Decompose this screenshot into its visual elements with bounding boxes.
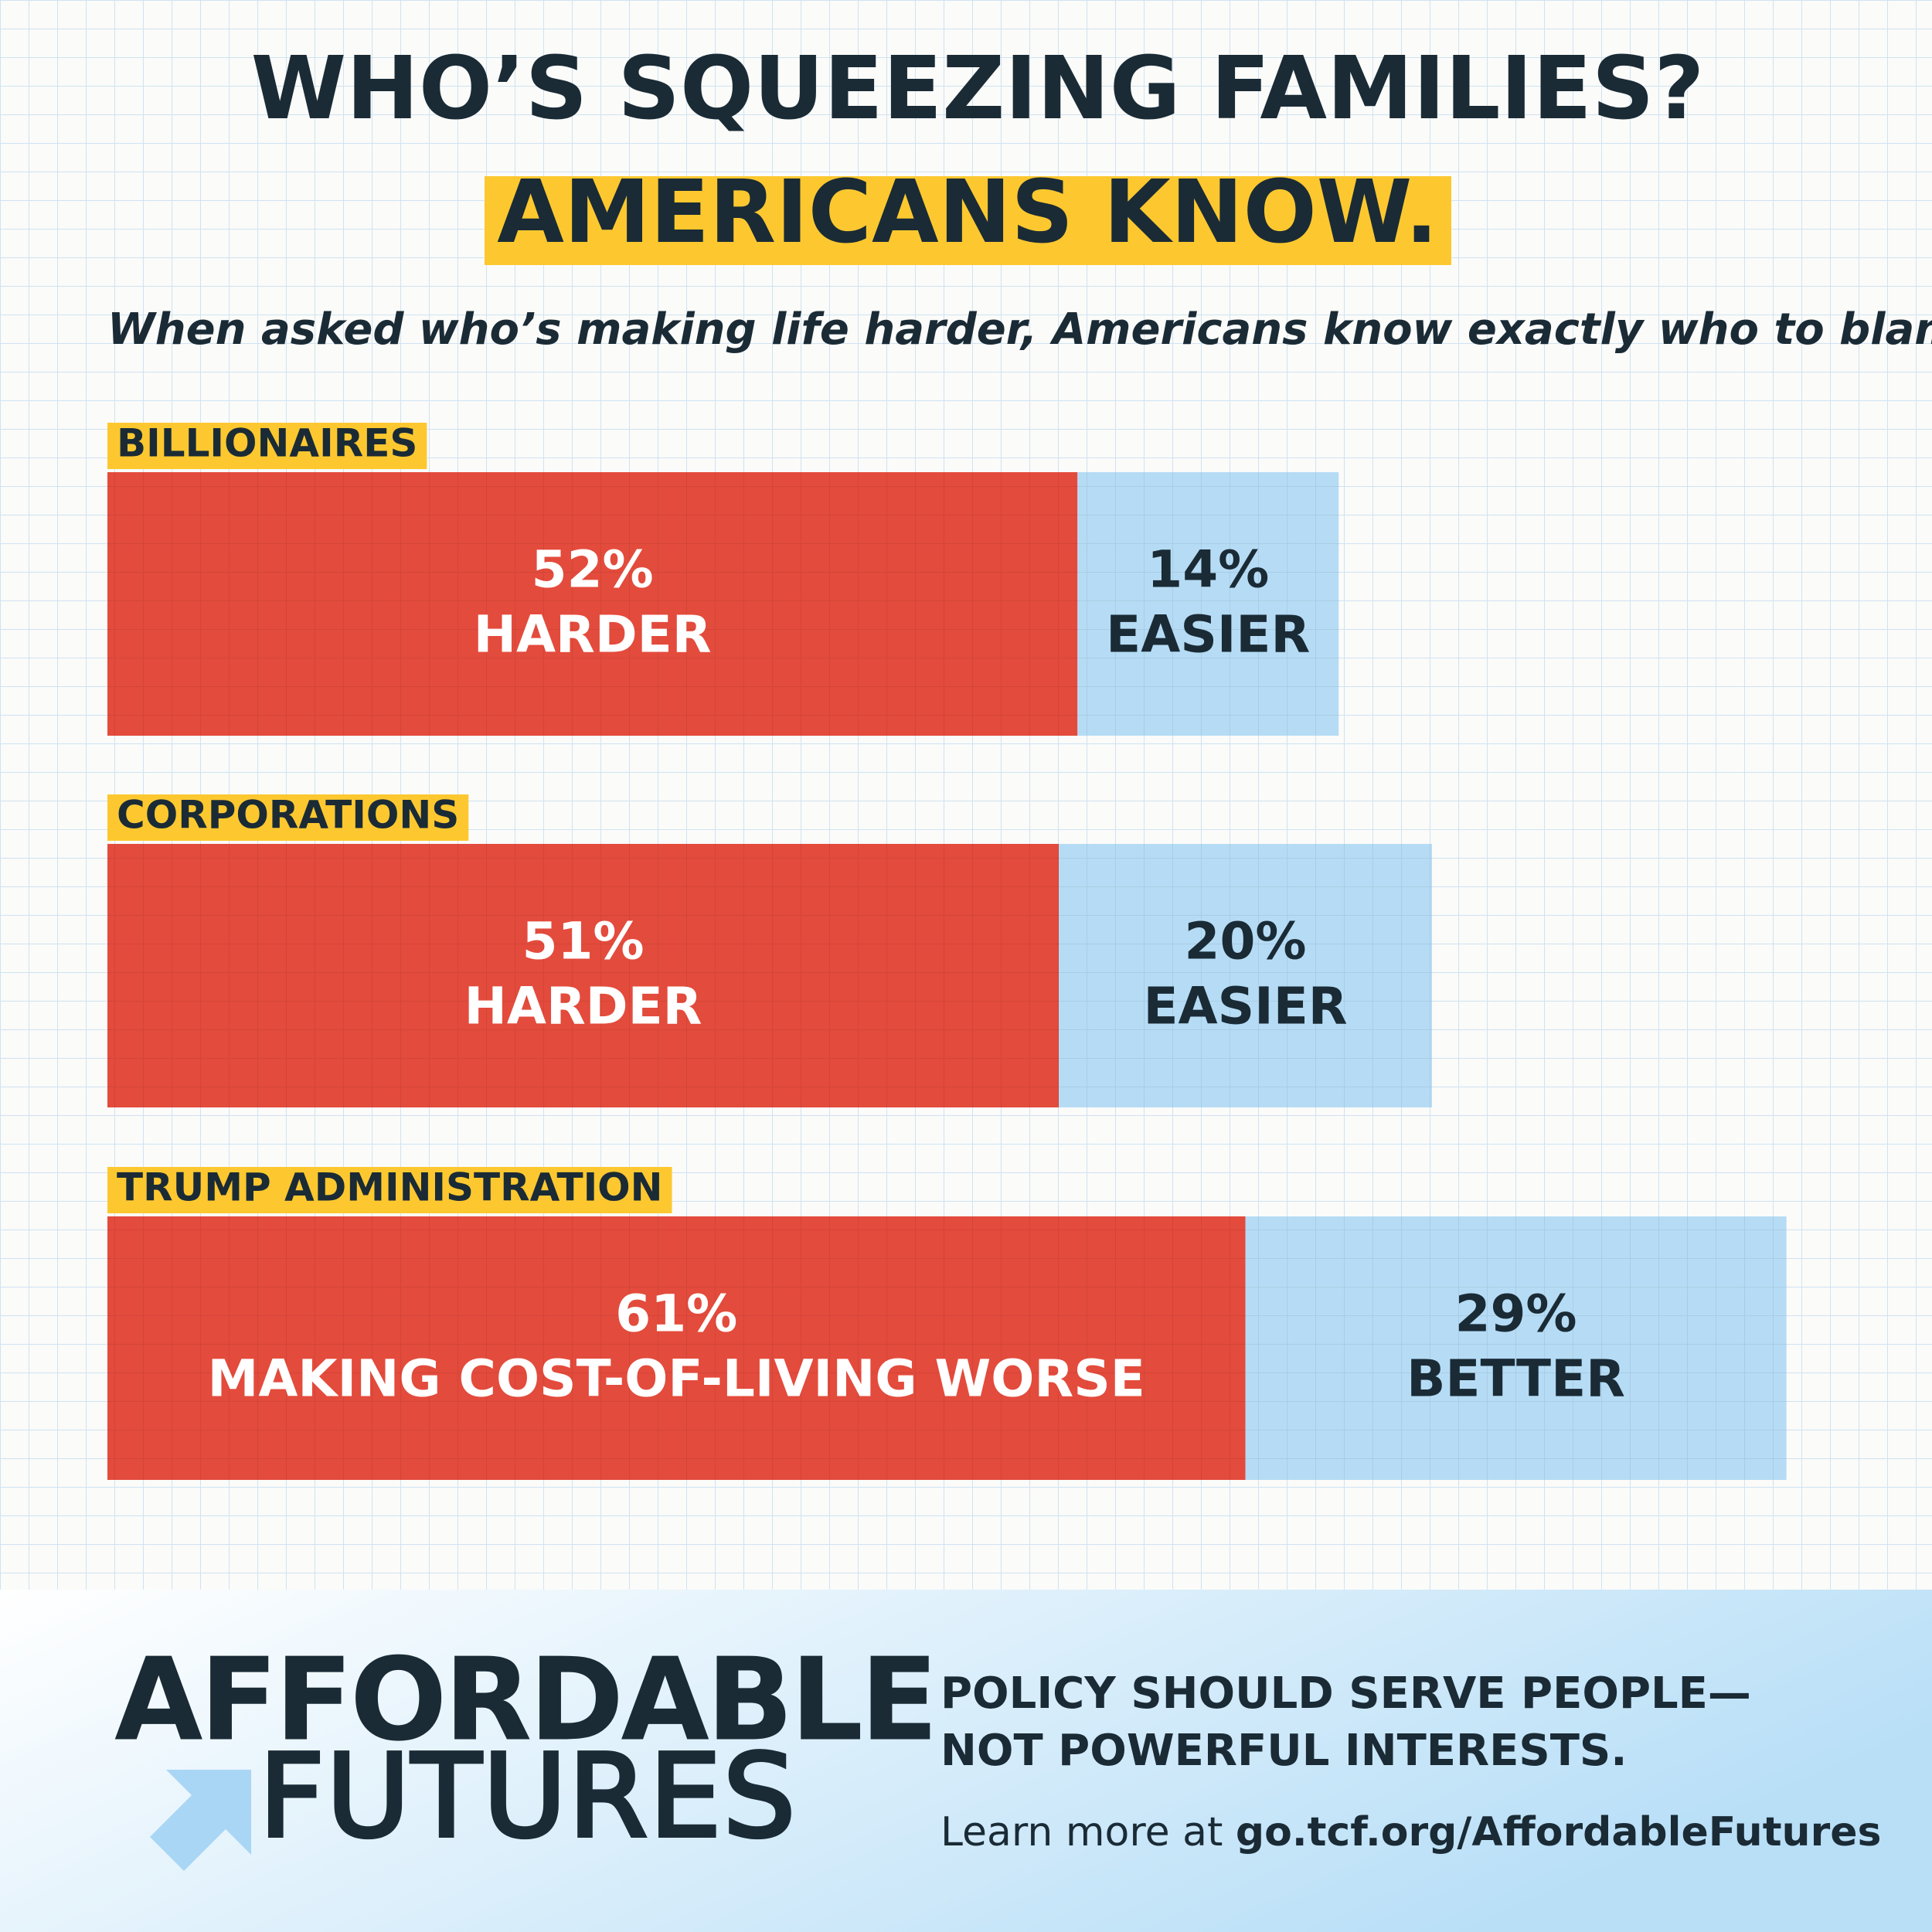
category-label: TRUMP ADMINISTRATION	[117, 1165, 663, 1210]
value-label: 61%	[615, 1284, 737, 1344]
headline-highlight	[485, 176, 1451, 265]
learn-link: go.tcf.org/AffordableFutures	[1236, 1809, 1882, 1855]
tagline-line: POLICY SHOULD SERVE PEOPLE—	[940, 1668, 1751, 1719]
learn-prefix: Learn more at	[940, 1809, 1236, 1855]
value-label: 51%	[522, 912, 645, 971]
learn-more: Learn more at go.tcf.org/AffordableFutur…	[940, 1809, 1881, 1855]
value-label: 29%	[1455, 1284, 1577, 1344]
bars: BILLIONAIRES52%HARDER14%EASIERCORPORATIO…	[107, 421, 1787, 1480]
value-label: 14%	[1147, 540, 1269, 600]
value-label: 20%	[1185, 912, 1307, 971]
headline: AMERICANS KNOW.	[497, 162, 1438, 263]
chart-title: WHO’S SQUEEZING FAMILIES?	[251, 39, 1705, 139]
logo-arrow	[150, 1770, 251, 1871]
segment-label: MAKING COST-OF-LIVING WORSE	[208, 1349, 1145, 1409]
category-label: BILLIONAIRES	[117, 421, 417, 466]
logo-top: AFFORDABLE	[114, 1634, 935, 1767]
footer-band	[0, 1590, 1932, 1932]
value-label: 52%	[532, 540, 654, 600]
category-highlight	[107, 423, 427, 469]
logo-bottom: FUTURES	[259, 1730, 797, 1863]
bar-grid-overlay	[1245, 1216, 1787, 1480]
segment-label: EASIER	[1106, 605, 1310, 665]
tagline-line: NOT POWERFUL INTERESTS.	[940, 1726, 1628, 1776]
subtitle: When asked who’s making life harder, Ame…	[107, 304, 1932, 355]
bar-grid-overlay	[1077, 472, 1339, 736]
bar-grid-overlay	[107, 1216, 1246, 1480]
segment-label: HARDER	[474, 605, 712, 665]
category-label: CORPORATIONS	[117, 793, 459, 838]
bar-grid-overlay	[1059, 844, 1432, 1107]
segment-label: BETTER	[1406, 1349, 1625, 1409]
bar-grid-overlay	[107, 472, 1078, 736]
segment-label: EASIER	[1143, 977, 1347, 1036]
bar-grid-overlay	[107, 844, 1060, 1107]
segment-label: HARDER	[464, 977, 702, 1036]
category-highlight	[107, 1167, 672, 1213]
category-highlight	[107, 794, 469, 841]
